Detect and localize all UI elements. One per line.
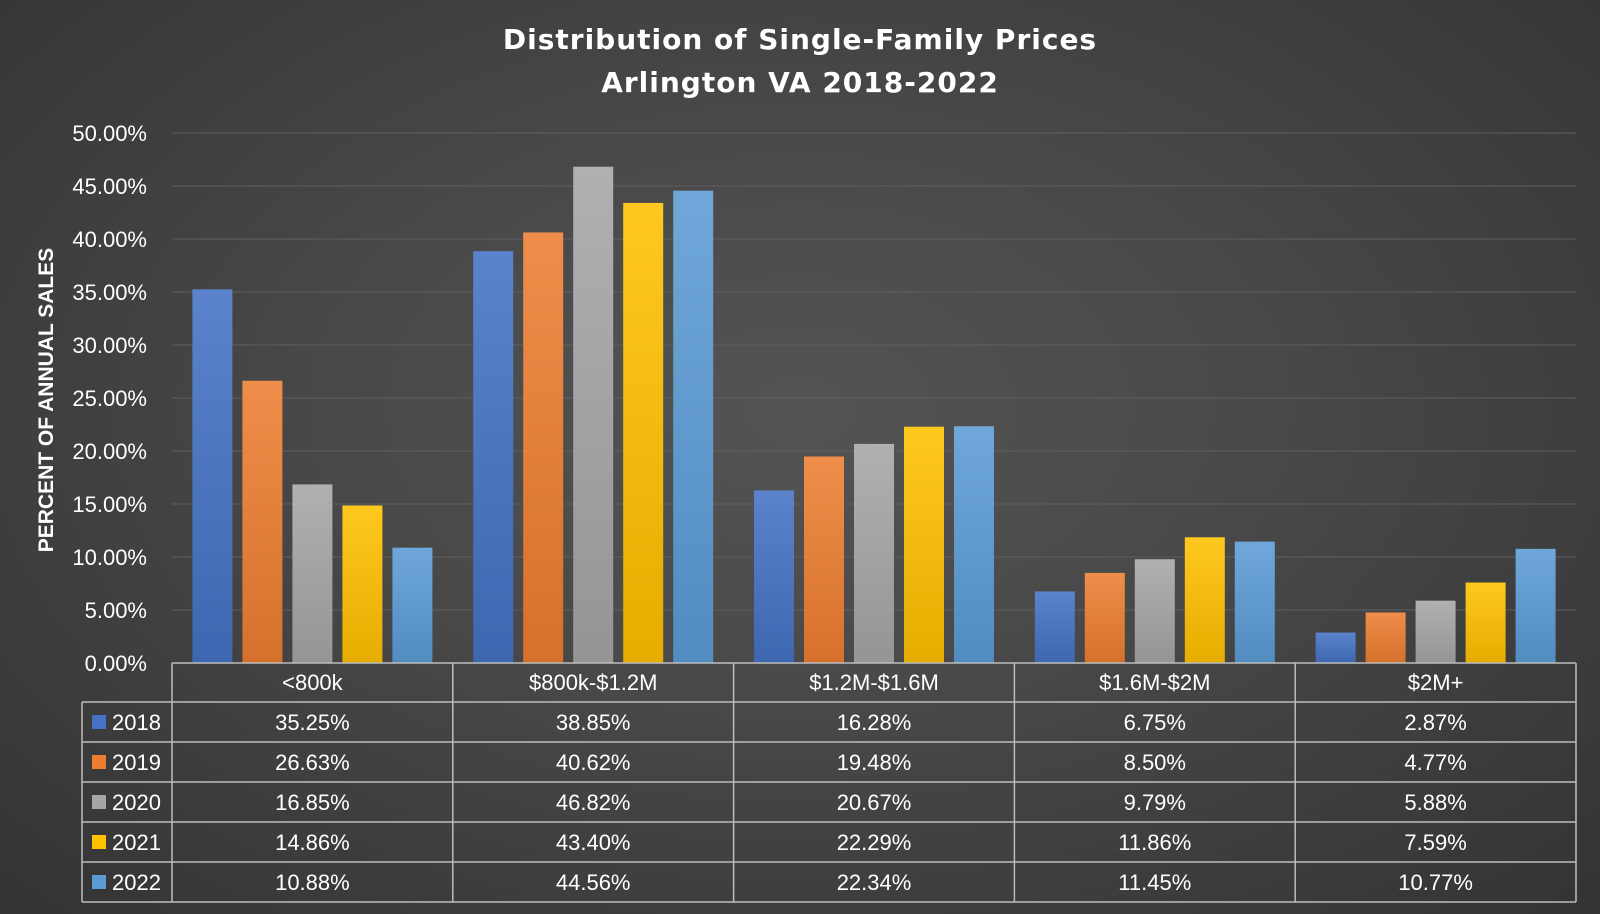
table-cell: 22.34% [837,870,912,895]
table-cell: 46.82% [556,790,631,815]
legend-label: 2019 [112,750,161,775]
bar-2018-3 [1034,591,1075,663]
bar-2020-1 [573,166,614,663]
bar-2018-2 [754,490,794,663]
category-label: $2M+ [1408,670,1464,695]
table-cell: 16.28% [837,710,912,735]
y-tick-label: 10.00% [72,545,147,570]
y-tick-label: 30.00% [72,333,147,358]
bar-2022-0 [392,547,433,663]
bar-2019-0 [242,380,283,663]
legend-swatch-2019 [92,755,106,769]
bar-2018-4 [1315,632,1356,663]
y-tick-labels: 0.00% 5.00% 10.00% 15.00% 20.00% 25.00% 30.00%… [72,121,147,676]
category-label: $800k-$1.2M [529,670,657,695]
bar-2022-2 [954,426,994,663]
table-cell: 40.62% [556,750,631,775]
table-cell: 6.75% [1124,710,1186,735]
category-label: <800k [282,670,344,695]
bar-2021-2 [904,426,944,663]
table-cell: 26.63% [275,750,350,775]
category-label: $1.6M-$2M [1099,670,1210,695]
table-cell: 7.59% [1404,830,1466,855]
legend-swatch-2018 [92,715,106,729]
table-cell: 9.79% [1124,790,1186,815]
bar-2019-1 [523,232,564,664]
table-cell: 14.86% [275,830,350,855]
bar-2021-0 [342,505,383,663]
table-cell: 5.88% [1404,790,1466,815]
table-cell: 35.25% [275,710,350,735]
bars [192,166,1556,664]
y-axis-label: PERCENT OF ANNUAL SALES [35,248,58,553]
bar-2019-4 [1365,612,1406,663]
chart-title: Distribution of Single-Family Prices [503,23,1097,56]
y-tick-label: 40.00% [72,227,147,252]
bar-2022-4 [1515,548,1556,663]
table-cell: 4.77% [1404,750,1466,775]
bar-2022-1 [673,190,714,663]
bar-2020-3 [1134,559,1175,663]
legend-label: 2021 [112,830,161,855]
bar-2021-1 [623,202,664,663]
table-cell: 19.48% [837,750,912,775]
table-cell: 10.88% [275,870,350,895]
bar-2018-1 [473,251,514,663]
table-cell: 44.56% [556,870,631,895]
table-cell: 11.86% [1118,830,1191,855]
table-cell: 8.50% [1124,750,1186,775]
data-table: <800k $800k-$1.2M $1.2M-$1.6M $1.6M-$2M $2M+… [81,662,1577,903]
legend-swatch-2021 [92,835,106,849]
legend-label: 2018 [112,710,161,735]
bar-2021-3 [1184,537,1225,663]
y-tick-label: 50.00% [72,121,147,146]
table-cell: 43.40% [556,830,631,855]
bar-2019-2 [804,456,844,663]
bar-2021-4 [1465,582,1506,663]
legend-label: 2022 [112,870,161,895]
legend-label: 2020 [112,790,161,815]
y-tick-label: 45.00% [72,174,147,199]
table-cell: 20.67% [837,790,912,815]
y-tick-label: 5.00% [85,598,147,623]
y-tick-label: 0.00% [85,651,147,676]
category-label: $1.2M-$1.6M [809,670,939,695]
table-cell: 16.85% [275,790,350,815]
y-tick-label: 20.00% [72,439,147,464]
table-cell: 11.45% [1118,870,1191,895]
y-tick-label: 25.00% [72,386,147,411]
chart-subtitle: Arlington VA 2018-2022 [601,66,999,99]
y-tick-label: 35.00% [72,280,147,305]
bar-2022-3 [1234,541,1275,663]
bar-2020-4 [1415,600,1456,663]
bar-2019-3 [1084,572,1125,663]
y-tick-label: 15.00% [72,492,147,517]
table-cell: 10.77% [1398,870,1473,895]
bar-2020-2 [854,443,894,663]
table-cell: 2.87% [1404,710,1466,735]
table-cell: 22.29% [837,830,912,855]
bar-2020-0 [292,484,333,663]
table-cell: 38.85% [556,710,631,735]
legend-swatch-2020 [92,795,106,809]
legend-swatch-2022 [92,875,106,889]
bar-2018-0 [192,289,233,663]
